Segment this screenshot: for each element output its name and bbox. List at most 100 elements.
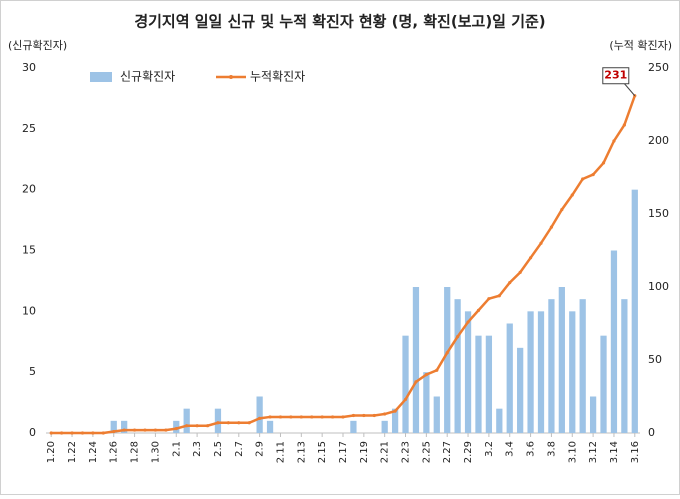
line-marker <box>237 421 241 425</box>
line-marker <box>591 172 595 177</box>
x-tick-label: 2.27 <box>442 441 453 463</box>
line-marker <box>456 335 460 339</box>
y2-tick-label: 100 <box>648 280 669 293</box>
line-marker <box>601 161 606 165</box>
legend-label: 누적확진자 <box>250 70 305 84</box>
x-tick-label: 2.3 <box>192 441 203 457</box>
line-marker <box>216 421 220 425</box>
x-tick-label: 1.30 <box>150 441 161 463</box>
bar <box>610 250 618 433</box>
line-marker <box>60 431 64 435</box>
bar <box>454 299 461 433</box>
x-tick-label: 2.13 <box>296 441 307 463</box>
bar <box>496 408 503 433</box>
bar <box>631 189 638 433</box>
bar <box>214 408 222 433</box>
y2-tick-label: 50 <box>648 353 662 366</box>
bar <box>402 335 409 433</box>
line-marker <box>466 320 470 324</box>
x-tick-label: 3.12 <box>588 441 599 463</box>
line-marker <box>393 409 397 413</box>
bar <box>110 420 117 433</box>
x-tick-label: 3.2 <box>484 441 495 457</box>
bar <box>537 311 545 433</box>
line-marker <box>539 241 543 245</box>
x-tick-label: 3.14 <box>609 441 620 463</box>
line-marker <box>101 431 105 435</box>
line-marker <box>49 431 53 435</box>
line-marker <box>289 415 293 419</box>
line-marker <box>258 416 262 420</box>
bar <box>569 311 576 433</box>
line-marker <box>362 413 366 418</box>
bar <box>391 408 399 433</box>
line-marker <box>185 424 189 428</box>
legend-swatch <box>90 72 112 82</box>
y-tick-label: 20 <box>22 183 36 196</box>
bar <box>589 396 597 433</box>
bar <box>433 396 440 433</box>
y-tick-label: 25 <box>22 122 36 135</box>
line-marker <box>424 373 428 377</box>
chart-title: 경기지역 일일 신규 및 누적 확진자 현황 (명, 확진(보고)일 기준) <box>134 13 545 31</box>
bar <box>548 299 555 433</box>
line-marker <box>622 123 626 127</box>
y-tick-label: 5 <box>29 365 36 378</box>
line-marker <box>445 351 449 355</box>
x-tick-label: 2.19 <box>359 441 370 463</box>
bar <box>121 420 128 433</box>
bar <box>183 408 190 433</box>
bar <box>412 287 420 433</box>
line-marker <box>383 412 387 416</box>
y2-tick-label: 200 <box>648 134 669 147</box>
y2-tick-label: 0 <box>648 426 655 439</box>
line-marker <box>320 415 324 419</box>
x-tick-label: 1.22 <box>67 441 78 463</box>
line-marker <box>112 429 116 434</box>
bar <box>266 420 274 433</box>
bar <box>444 287 451 433</box>
line-marker <box>403 397 408 402</box>
legend-label: 신규확진자 <box>120 70 175 84</box>
line-marker <box>487 297 491 301</box>
line-marker <box>132 428 137 432</box>
line-marker <box>330 415 335 419</box>
line-marker <box>372 413 376 418</box>
x-tick-label: 3.4 <box>505 441 516 457</box>
bar <box>579 299 586 433</box>
x-tick-label: 2.23 <box>401 441 412 463</box>
line-marker <box>508 281 512 285</box>
x-tick-label: 2.21 <box>380 441 391 463</box>
line-marker <box>476 308 481 312</box>
bar <box>517 347 524 433</box>
y2-tick-label: 250 <box>648 61 669 74</box>
bar <box>485 335 493 433</box>
line-marker <box>268 415 272 419</box>
bar <box>173 420 180 433</box>
line-marker <box>570 193 574 197</box>
bar <box>621 299 628 433</box>
x-tick-label: 1.26 <box>109 441 120 463</box>
line-marker <box>70 431 74 435</box>
line-marker <box>226 421 230 425</box>
x-tick-label: 1.28 <box>130 441 141 463</box>
line-marker <box>518 270 522 274</box>
x-tick-label: 2.29 <box>463 441 474 463</box>
legend-swatch <box>229 75 233 79</box>
line-marker <box>91 431 95 435</box>
line-marker <box>278 415 283 419</box>
line-marker <box>299 415 303 419</box>
line-marker <box>497 294 501 298</box>
data-label: 231 <box>604 69 627 82</box>
line-marker <box>351 413 356 418</box>
x-tick-label: 2.11 <box>275 441 286 463</box>
y-axis-label: (신규확진자) <box>8 39 67 52</box>
line-marker <box>612 139 616 143</box>
line-marker <box>528 256 533 260</box>
y-tick-label: 0 <box>29 426 36 439</box>
bar <box>506 323 513 433</box>
y2-tick-label: 150 <box>648 207 669 220</box>
line-marker <box>435 368 439 372</box>
